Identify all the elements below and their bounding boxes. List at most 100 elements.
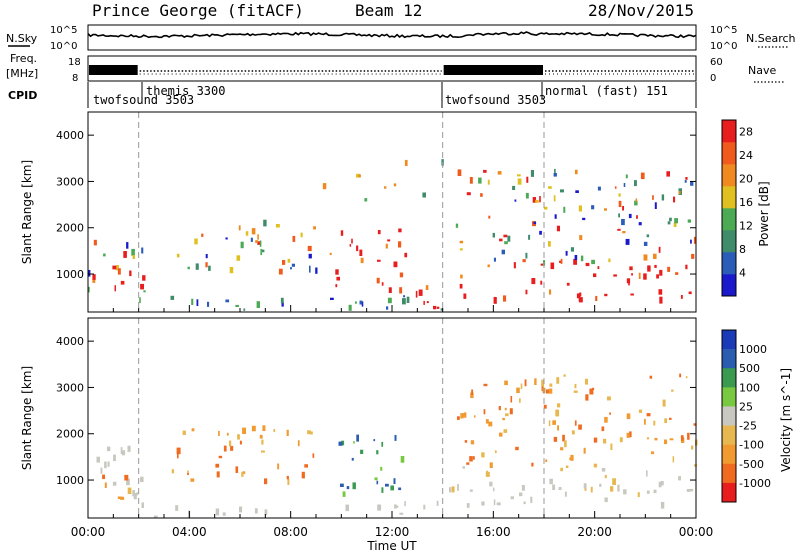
scatter-cell-6 [664, 418, 667, 424]
scatter-cell-6 [591, 387, 595, 391]
scatter-cell-2 [402, 298, 406, 305]
scatter-cell-3 [176, 447, 181, 455]
scatter-cell-7 [684, 180, 687, 183]
scatter-cell-4 [385, 243, 388, 249]
scatter-cell-3 [300, 232, 303, 238]
scatter-cell-4 [340, 483, 344, 487]
scatter-cell-6 [504, 380, 508, 386]
mhz-label: [MHz] [6, 67, 38, 80]
cpid-seg-2: themis 3300 [146, 84, 225, 98]
scatter-cell-6 [469, 456, 473, 462]
freq-panel: Freq. [MHz] 18 8 60 0 Nave [6, 52, 784, 84]
scatter-cell-3 [275, 224, 280, 228]
scatter-cell-6 [519, 398, 521, 403]
scatter-cell-7 [628, 213, 632, 219]
scatter-cell-4 [381, 441, 384, 447]
scatter-cell-2 [139, 297, 141, 304]
scatter-cell-8 [384, 186, 387, 189]
scatter-cell-7 [625, 174, 628, 179]
scatter-cell-0 [103, 253, 106, 257]
scatter-cell-3 [187, 472, 189, 476]
scatter-cell-0 [120, 280, 125, 285]
velocity-colorbar-swatch [722, 444, 736, 465]
scatter-cell-7 [687, 219, 691, 223]
scatter-cell-4 [376, 480, 379, 485]
scatter-cell-4 [353, 441, 355, 444]
freq-right-tick-bottom: 0 [710, 73, 716, 84]
scatter-cell-7 [685, 177, 688, 180]
scatter-cell-6 [550, 262, 555, 270]
scatter-cell-3 [261, 249, 265, 253]
scatter-cell-6 [607, 396, 611, 401]
scatter-cell-4 [388, 287, 392, 293]
scatter-cell-1 [102, 474, 105, 480]
scatter-cell-7 [625, 238, 630, 245]
scatter-cell-6 [457, 416, 460, 420]
scatter-cell-5 [604, 497, 608, 503]
freq-block-2 [443, 65, 543, 75]
scatter-cell-3 [257, 234, 259, 240]
scatter-cell-5 [689, 488, 694, 492]
scatter-cell-4 [374, 477, 378, 481]
scatter-cell-7 [618, 193, 621, 197]
scatter-cell-6 [685, 376, 688, 379]
scatter-cell-7 [636, 215, 638, 219]
scatter-cell-3 [315, 267, 318, 274]
y-tick-label: 1000 [56, 268, 84, 281]
scatter-cell-7 [565, 250, 568, 256]
scatter-cell-4 [351, 238, 353, 244]
scatter-cell-7 [658, 246, 661, 253]
scatter-cell-7 [578, 205, 582, 212]
scatter-cell-6 [548, 388, 553, 394]
scatter-cell-5 [466, 503, 470, 508]
scatter-cell-5 [583, 483, 587, 489]
scatter-cell-3 [171, 469, 174, 474]
scatter-cell-6 [593, 437, 598, 443]
scatter-cell-7 [539, 196, 541, 203]
scatter-cell-6 [651, 451, 655, 455]
scatter-cell-2 [264, 509, 268, 516]
scatter-cell-7 [488, 215, 491, 219]
freq-label: Freq. [10, 52, 37, 65]
scatter-cell-6 [560, 447, 564, 451]
scatter-cell-4 [338, 441, 343, 446]
noise-frame [87, 24, 697, 51]
scatter-cell-3 [308, 253, 312, 259]
power-colorbar-tick: 28 [739, 126, 753, 139]
scatter-cell-6 [680, 295, 683, 299]
scatter-cell-3 [218, 430, 220, 436]
time-tick-label: 20:00 [577, 525, 612, 539]
scatter-cell-3 [287, 258, 291, 263]
cpid-row: CPID twofsound 3503 themis 3300 twofsoun… [8, 82, 697, 108]
scatter-cell-4 [376, 450, 379, 455]
nsky-label: N.Sky [6, 32, 38, 45]
scatter-cell-7 [621, 219, 625, 226]
scatter-cell-0 [88, 270, 91, 277]
scatter-cell-7 [591, 205, 595, 210]
power-colorbar-swatch [722, 186, 736, 209]
velocity-colorbar-tick: -1000 [739, 477, 771, 490]
scatter-cell-8 [358, 174, 361, 178]
scatter-cell-3 [257, 241, 261, 245]
scatter-cell-2 [355, 301, 357, 304]
scatter-cell-3 [277, 463, 280, 470]
scatter-cell-4 [342, 491, 346, 497]
velocity-cpid-lines [138, 318, 545, 518]
scatter-cell-6 [685, 264, 688, 270]
scatter-cell-4 [359, 249, 363, 256]
scatter-cell-7 [634, 180, 637, 187]
scatter-cell-7 [539, 230, 542, 235]
scatter-cell-2 [387, 297, 392, 304]
scatter-cell-5 [658, 481, 662, 488]
scatter-cell-7 [554, 214, 557, 219]
scatter-cell-0 [115, 265, 119, 271]
scatter-cell-6 [531, 462, 534, 467]
scatter-cell-4 [341, 440, 345, 446]
scatter-cell-6 [671, 389, 674, 392]
scatter-cell-5 [433, 305, 437, 310]
power-ylabel: Slant Range [km] [20, 160, 34, 264]
velocity-colorbar-tick: 500 [739, 362, 760, 375]
scatter-cell-3 [177, 453, 179, 459]
time-tick-label: 12:00 [375, 525, 410, 539]
scatter-cell-6 [601, 426, 605, 432]
